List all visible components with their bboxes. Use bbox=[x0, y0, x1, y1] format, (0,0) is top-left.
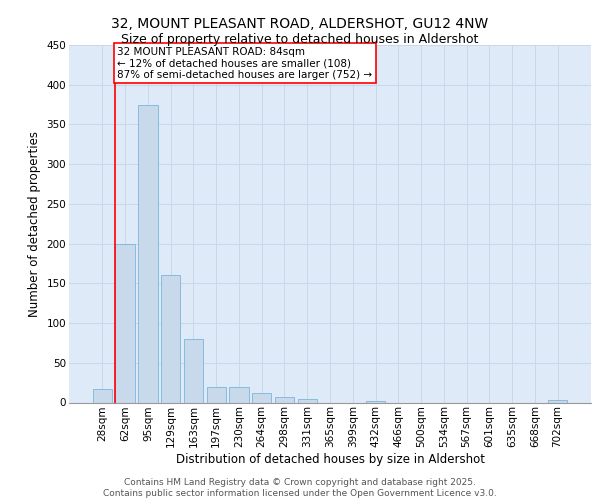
Bar bbox=[366, 401, 385, 402]
Bar bbox=[206, 386, 226, 402]
Y-axis label: Number of detached properties: Number of detached properties bbox=[28, 130, 41, 317]
Bar bbox=[138, 104, 158, 403]
Bar bbox=[548, 400, 567, 402]
Text: Size of property relative to detached houses in Aldershot: Size of property relative to detached ho… bbox=[121, 32, 479, 46]
Bar bbox=[161, 276, 181, 402]
Text: 32, MOUNT PLEASANT ROAD, ALDERSHOT, GU12 4NW: 32, MOUNT PLEASANT ROAD, ALDERSHOT, GU12… bbox=[112, 18, 488, 32]
Bar bbox=[229, 386, 248, 402]
Text: Contains HM Land Registry data © Crown copyright and database right 2025.
Contai: Contains HM Land Registry data © Crown c… bbox=[103, 478, 497, 498]
Bar bbox=[252, 393, 271, 402]
Bar bbox=[93, 389, 112, 402]
X-axis label: Distribution of detached houses by size in Aldershot: Distribution of detached houses by size … bbox=[176, 453, 485, 466]
Bar bbox=[298, 400, 317, 402]
Text: 32 MOUNT PLEASANT ROAD: 84sqm
← 12% of detached houses are smaller (108)
87% of : 32 MOUNT PLEASANT ROAD: 84sqm ← 12% of d… bbox=[118, 46, 373, 80]
Bar bbox=[115, 244, 135, 402]
Bar bbox=[184, 339, 203, 402]
Bar bbox=[275, 397, 294, 402]
